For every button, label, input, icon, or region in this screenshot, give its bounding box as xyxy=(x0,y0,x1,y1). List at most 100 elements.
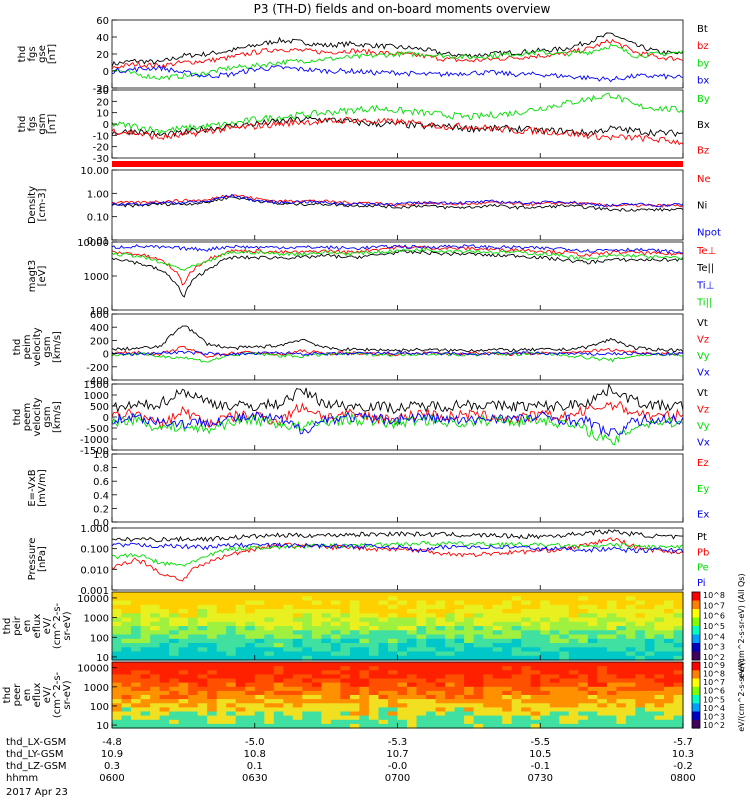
spectrogram-cell xyxy=(140,707,151,713)
spectrogram-cell xyxy=(549,647,560,653)
spectrogram-cell xyxy=(530,600,541,606)
spectrogram-cell xyxy=(483,617,494,623)
spectrogram-cell xyxy=(397,707,408,713)
spectrogram-cell xyxy=(549,609,560,614)
spectrogram-cell xyxy=(587,655,598,661)
spectrogram-cell xyxy=(207,711,218,717)
spectrogram-cell xyxy=(587,670,598,675)
spectrogram-cell xyxy=(378,634,389,640)
spectrogram-cell xyxy=(264,719,275,725)
spectrogram-cell xyxy=(559,621,570,627)
spectrogram-cell xyxy=(388,666,399,671)
spectrogram-cell xyxy=(616,662,627,667)
spectrogram-cell xyxy=(349,630,360,636)
spectrogram-cell xyxy=(235,609,246,614)
spectrogram-cell xyxy=(140,638,151,644)
spectrogram-cell xyxy=(407,690,418,696)
y-tick-label: 1500 xyxy=(84,380,109,391)
spectrogram-cell xyxy=(188,638,199,644)
spectrogram-cell xyxy=(568,634,579,640)
spectrogram-cell xyxy=(169,600,180,606)
spectrogram-cell xyxy=(140,723,151,729)
spectrogram-cell xyxy=(426,682,437,688)
spectrogram-cell xyxy=(169,662,180,667)
spectrogram-cell xyxy=(483,634,494,640)
spectrogram-cell xyxy=(349,682,360,688)
colorbar-segment xyxy=(692,686,700,696)
spectrogram-cell xyxy=(549,651,560,657)
spectrogram-cell xyxy=(169,703,180,708)
spectrogram-cell xyxy=(397,626,408,631)
spectrogram-cell xyxy=(407,699,418,704)
spectrogram-cell xyxy=(454,596,465,602)
spectrogram-cell xyxy=(302,695,313,700)
spectrogram-cell xyxy=(540,613,551,619)
y-axis-label-line: eV/ xyxy=(42,686,53,703)
spectrogram-cell xyxy=(368,621,379,627)
spectrogram-cell xyxy=(549,682,560,688)
spectrogram-cell xyxy=(292,647,303,653)
legend-entry-bx: bx xyxy=(697,76,709,87)
spectrogram-cell xyxy=(673,613,684,619)
spectrogram-cell xyxy=(521,670,532,675)
spectrogram-cell xyxy=(635,682,646,688)
spectrogram-cell xyxy=(226,695,237,700)
spectrogram-cell xyxy=(464,707,475,713)
spectrogram-cell xyxy=(464,666,475,671)
spectrogram-cell xyxy=(273,719,284,725)
spectrogram-cell xyxy=(283,634,294,640)
spectrogram-cell xyxy=(464,662,475,667)
series-line-Pt xyxy=(112,529,683,543)
spectrogram-cell xyxy=(388,651,399,657)
spectrogram-cell xyxy=(216,655,227,661)
spectrogram-cell xyxy=(635,617,646,623)
spectrogram-cell xyxy=(340,630,351,636)
spectrogram-cell xyxy=(635,662,646,667)
spectrogram-cell xyxy=(549,655,560,661)
spectrogram-cell xyxy=(664,596,675,602)
spectrogram-cell xyxy=(349,723,360,729)
spectrogram-cell xyxy=(664,643,675,648)
spectrogram-cell xyxy=(235,715,246,721)
spectrogram-cell xyxy=(587,715,598,721)
spectrogram-cell xyxy=(435,617,446,623)
spectrogram-cell xyxy=(483,604,494,610)
spectrogram-cell xyxy=(549,600,560,606)
spectrogram-cell xyxy=(530,655,541,661)
spectrogram-cell xyxy=(188,690,199,696)
spectrogram-cell xyxy=(549,707,560,713)
spectrogram-cell xyxy=(368,678,379,684)
spectrogram-cell xyxy=(359,711,370,717)
spectrogram-cell xyxy=(254,690,265,696)
spectrogram-cell xyxy=(388,711,399,717)
colorbar-tick-label: 10^9 xyxy=(703,661,725,670)
spectrogram-cell xyxy=(178,626,189,631)
spectrogram-cell xyxy=(426,600,437,606)
spectrogram-cell xyxy=(197,686,208,692)
spectrogram-cell xyxy=(492,674,503,680)
spectrogram-cell xyxy=(587,719,598,725)
spectrogram-cell xyxy=(197,634,208,640)
spectrogram-cell xyxy=(245,723,256,729)
spectrogram-cell xyxy=(549,674,560,680)
spectrogram-cell xyxy=(644,630,655,636)
colorbar-segment xyxy=(692,617,700,627)
spectrogram-cell xyxy=(311,682,322,688)
spectrogram-cell xyxy=(359,613,370,619)
spectrogram-cell xyxy=(549,638,560,644)
spectrogram-cell xyxy=(140,682,151,688)
colorbar-segment xyxy=(692,643,700,652)
spectrogram-cell xyxy=(435,670,446,675)
spectrogram-cell xyxy=(254,703,265,708)
spectrogram-cell xyxy=(483,670,494,675)
spectrogram-cell xyxy=(302,609,313,614)
x-axis-tick-value: -5.7 xyxy=(673,737,693,748)
spectrogram-cell xyxy=(226,666,237,671)
spectrogram-cell xyxy=(597,707,608,713)
spectrogram-cell xyxy=(302,674,313,680)
spectrogram-cell xyxy=(140,630,151,636)
spectrogram-cell xyxy=(511,617,522,623)
spectrogram-cell xyxy=(473,626,484,631)
spectrogram-cell xyxy=(654,596,665,602)
spectrogram-cell xyxy=(454,699,465,704)
